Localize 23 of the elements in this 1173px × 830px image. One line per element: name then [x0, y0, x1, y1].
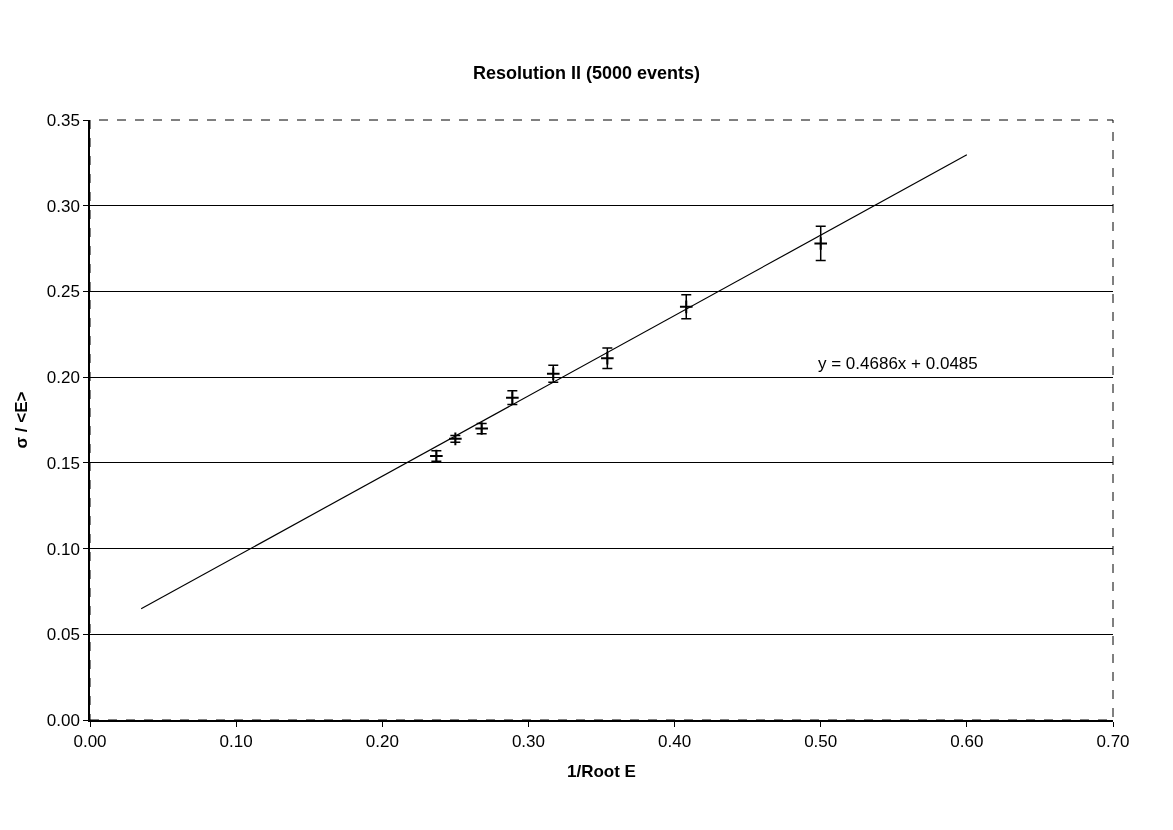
y-tick-label: 0.35 [46, 110, 80, 130]
x-tick-label: 0.30 [511, 732, 545, 752]
x-tick-label: 0.20 [365, 732, 399, 752]
x-axis-title: 1/Root E [567, 762, 636, 782]
x-tick-label: 0.60 [950, 732, 984, 752]
y-tick-label: 0.25 [46, 282, 80, 302]
y-tick-label: 0.05 [46, 625, 80, 645]
y-tick-label: 0.20 [46, 368, 80, 388]
point [813, 236, 829, 251]
point [678, 299, 694, 315]
y-tick-label: 0.10 [46, 539, 80, 559]
x-tick-label: 0.00 [73, 732, 107, 752]
y-tick-label: 0.15 [46, 453, 80, 473]
x-tick-label: 0.40 [658, 732, 692, 752]
x-tick-label: 0.10 [219, 732, 253, 752]
y-tick-label: 0.30 [46, 196, 80, 216]
chart-title: Resolution II (5000 events) [472, 63, 701, 83]
annotation: y = 0.4686x + 0.0485 [818, 354, 978, 373]
x-tick-label: 0.70 [1096, 732, 1130, 752]
point [600, 350, 615, 366]
y-tick-label: 0.00 [46, 710, 80, 730]
x-tick-label: 0.50 [804, 732, 838, 752]
y-axis-title: σ / <E> [11, 391, 31, 449]
